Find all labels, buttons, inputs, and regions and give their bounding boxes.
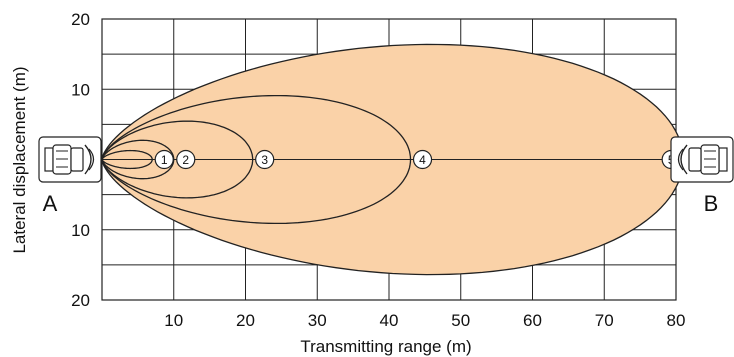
y-tick-label: 20: [71, 291, 90, 310]
y-axis-title: Lateral displacement (m): [10, 66, 29, 253]
receiver-icon: [670, 136, 734, 183]
y-tick-label: 20: [71, 10, 90, 29]
range-marker-label: 1: [161, 153, 168, 167]
range-marker-4: [412, 149, 433, 170]
x-tick-label: 20: [236, 311, 255, 330]
range-marker-label: 3: [261, 153, 268, 167]
range-marker-2: [176, 149, 196, 170]
y-tick-label: 10: [71, 80, 90, 99]
x-tick-label: 60: [523, 311, 542, 330]
x-tick-label: 80: [667, 311, 686, 330]
x-tick-label: 30: [308, 311, 327, 330]
transmitter-icon: [38, 136, 102, 183]
x-axis-title: Transmitting range (m): [300, 337, 471, 356]
range-marker-1: [154, 149, 174, 170]
x-tick-label: 70: [595, 311, 614, 330]
tick-labels: 10 20 30 40 50 60 70 80 20 10 10 20: [71, 10, 685, 330]
y-tick-label: 10: [71, 221, 90, 240]
range-marker-label: 4: [419, 153, 426, 167]
endpoint-label-a: A: [43, 191, 58, 216]
x-tick-label: 50: [451, 311, 470, 330]
range-marker-3: [255, 149, 275, 170]
x-tick-label: 10: [164, 311, 183, 330]
range-marker-label: 2: [182, 153, 189, 167]
endpoint-label-b: B: [704, 191, 719, 216]
x-tick-label: 40: [380, 311, 399, 330]
